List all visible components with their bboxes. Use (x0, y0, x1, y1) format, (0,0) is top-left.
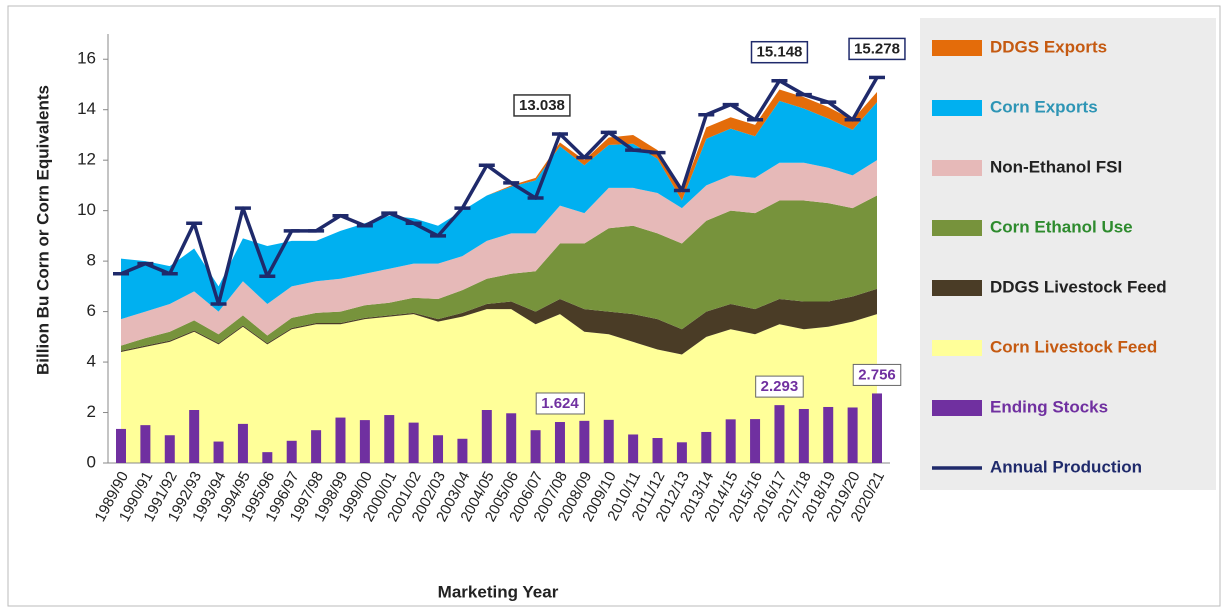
legend-swatch (932, 100, 982, 116)
data-label: 2.756 (858, 366, 896, 383)
y-tick-label: 14 (77, 99, 96, 118)
area (121, 195, 877, 351)
bar (164, 435, 175, 463)
bar (774, 405, 785, 463)
legend-label: Corn Ethanol Use (990, 217, 1133, 236)
bar (359, 420, 370, 463)
legend-swatch (932, 400, 982, 416)
area (121, 100, 877, 320)
y-tick-label: 2 (87, 402, 96, 421)
label-box (750, 40, 809, 64)
bar (237, 423, 248, 463)
bar (603, 419, 614, 463)
bar (847, 407, 858, 463)
legend-swatch (932, 340, 982, 356)
legend-swatch (932, 160, 982, 176)
bar (530, 430, 541, 463)
bar (457, 438, 468, 463)
y-tick-label: 10 (77, 200, 96, 219)
bar (335, 417, 346, 463)
label-box (755, 375, 804, 398)
y-tick-label: 12 (77, 150, 96, 169)
bar (554, 422, 565, 463)
legend-label: Ending Stocks (990, 397, 1108, 416)
bar (725, 419, 736, 463)
legend-label: Non-Ethanol FSI (990, 157, 1122, 176)
line (120, 76, 879, 306)
bar (286, 440, 297, 463)
label-box (535, 392, 585, 415)
bar (750, 419, 761, 463)
bar (676, 442, 687, 463)
legend-label: Annual Production (990, 457, 1142, 476)
legend-label: DDGS Exports (990, 37, 1107, 56)
area (121, 288, 877, 355)
y-tick-label: 8 (87, 251, 96, 270)
x-axis-title: Marketing Year (438, 582, 559, 601)
bar (116, 428, 126, 463)
legend-swatch (932, 40, 982, 56)
bar (408, 422, 419, 463)
label-box (848, 37, 906, 61)
label-box (513, 94, 571, 117)
legend-swatch (932, 220, 982, 236)
legend-box (920, 18, 1216, 490)
legend-label: DDGS Livestock Feed (990, 277, 1167, 296)
y-axis-title: Billion Bu Corn or Corn Equivalents (33, 85, 52, 375)
bar (384, 415, 395, 463)
data-label: 2.293 (761, 378, 799, 395)
y-tick-label: 6 (87, 301, 96, 320)
bar (311, 430, 322, 463)
data-label: 15.278 (854, 40, 900, 57)
y-tick-label: 0 (87, 452, 96, 471)
y-tick-label: 16 (77, 49, 96, 68)
legend-label: Corn Exports (990, 97, 1098, 116)
bar (872, 393, 882, 463)
label-box (852, 363, 902, 386)
data-label: 1.624 (541, 395, 579, 412)
bar (262, 452, 273, 463)
bar (701, 431, 712, 463)
bar (433, 435, 444, 463)
bar (481, 410, 492, 463)
bar (823, 406, 834, 463)
bar (213, 441, 224, 463)
data-label: 15.148 (757, 44, 803, 61)
y-tick-label: 4 (87, 352, 96, 371)
data-label: 13.038 (519, 97, 565, 114)
bar (506, 413, 517, 463)
bar (798, 408, 809, 463)
legend-label: Corn Livestock Feed (990, 337, 1157, 356)
bar (189, 410, 200, 463)
bar (140, 425, 151, 463)
legend-swatch (932, 280, 982, 296)
bar (579, 420, 590, 463)
area (121, 309, 877, 463)
bar (628, 434, 639, 463)
bar (652, 438, 663, 463)
area (121, 160, 877, 346)
